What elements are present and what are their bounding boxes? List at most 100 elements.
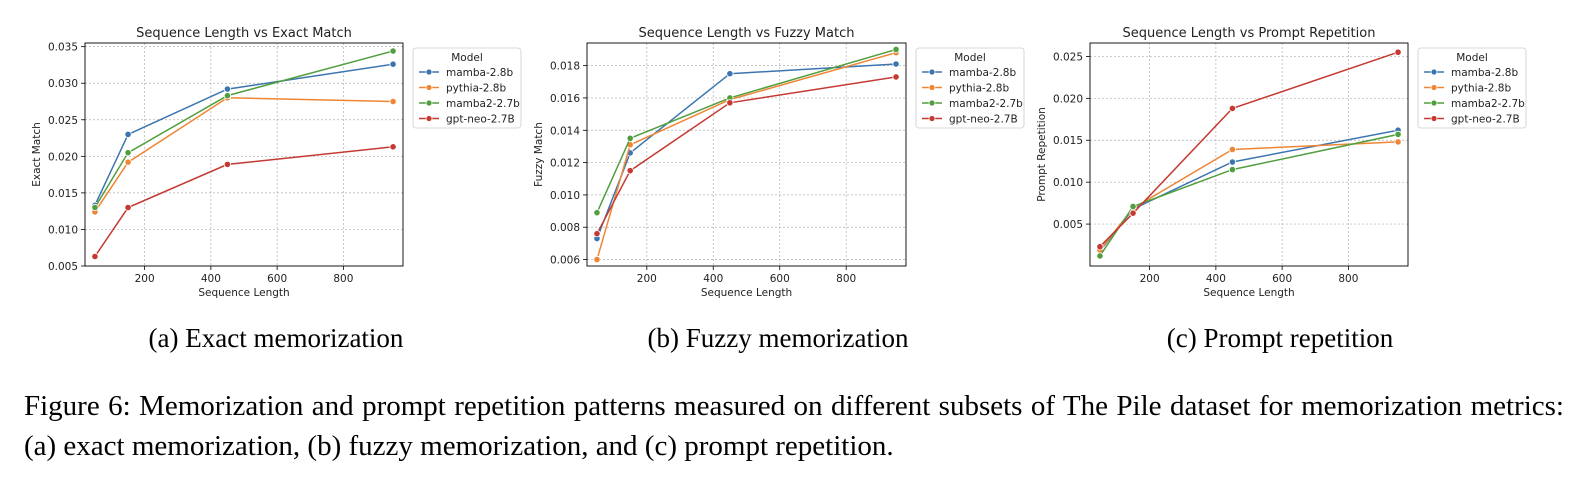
data-point: [124, 149, 132, 157]
legend-swatch-marker: [928, 115, 936, 122]
y-tick-label: 0.015: [48, 188, 78, 200]
data-point: [124, 130, 132, 138]
chart-title: Sequence Length vs Exact Match: [136, 26, 352, 41]
data-point: [91, 203, 99, 212]
subfigure-caption: (b) Fuzzy memorization: [648, 323, 909, 353]
legend-swatch-marker: [928, 68, 936, 76]
legend: Model mamba-2.8b pythia-2.8b mamba2-2.7b gpt…: [1417, 47, 1527, 129]
data-point: [389, 143, 397, 151]
legend-swatch-marker: [1430, 84, 1438, 91]
x-tick-label: 200: [1140, 273, 1160, 285]
subfigure-caption: (a) Exact memorization: [149, 323, 404, 353]
x-tick-label: 800: [1338, 273, 1358, 285]
y-tick-label: 0.025: [48, 115, 78, 127]
y-tick-label: 0.012: [550, 158, 580, 170]
y-tick-label: 0.006: [550, 255, 580, 267]
y-tick-label: 0.035: [48, 42, 78, 54]
y-axis-label: Fuzzy Match: [533, 122, 545, 187]
data-point: [593, 209, 601, 217]
data-point: [1228, 158, 1237, 166]
gridlines: [85, 43, 403, 267]
y-tick-label: 0.014: [550, 125, 580, 137]
legend-entry-label: mamba-2.8b: [446, 67, 513, 79]
data-point: [223, 85, 232, 93]
subfigure-caption: (c) Prompt repetition: [1167, 323, 1394, 353]
y-tick-label: 0.025: [1053, 51, 1083, 63]
data-point: [593, 230, 601, 238]
legend-entry-label: mamba2-2.7b: [446, 98, 520, 110]
legend-box: [915, 47, 1025, 129]
series-pythia-2.8b: [1096, 138, 1402, 254]
plot-frame: [1089, 42, 1409, 267]
data-point: [223, 92, 232, 100]
chart-panel-1: 200 400 600 800 0.005 0.010 0.015 0.020 0.025 0.0…: [31, 26, 522, 353]
legend-entry-label: gpt-neo-2.7B: [446, 114, 515, 126]
x-tick-label: 200: [135, 273, 155, 285]
legend-swatch-marker: [928, 99, 936, 107]
y-tick-label: 0.015: [1053, 135, 1083, 147]
series-line: [1099, 133, 1399, 257]
legend-entry-label: mamba-2.8b: [1451, 67, 1518, 79]
data-point: [389, 97, 397, 106]
data-point: [1096, 243, 1104, 251]
legend-entry-label: mamba2-2.7b: [1451, 98, 1525, 110]
series-mamba-2.8b: [593, 60, 900, 243]
figure-caption: Figure 6: Memorization and prompt repeti…: [24, 390, 1564, 462]
y-tick-label: 0.005: [1053, 219, 1083, 231]
y-tick-label: 0.010: [48, 224, 78, 236]
data-point: [389, 60, 397, 68]
x-axis-label: Sequence Length: [1203, 287, 1294, 299]
legend-entry-label: pythia-2.8b: [446, 83, 506, 95]
y-tick-label: 0.020: [1053, 93, 1083, 105]
data-point: [1394, 48, 1402, 56]
series-pythia-2.8b: [91, 94, 397, 216]
data-point: [124, 203, 132, 212]
y-tick-label: 0.020: [48, 151, 78, 163]
gridlines: [587, 43, 906, 266]
x-tick-label: 800: [333, 273, 353, 285]
data-point: [1129, 209, 1137, 217]
y-tick-label: 0.010: [1053, 177, 1083, 189]
data-point: [1228, 145, 1237, 154]
series-gpt-neo-2.7B: [1096, 48, 1402, 251]
legend-entry-label: pythia-2.8b: [949, 83, 1009, 95]
series-mamba2-2.7b: [91, 47, 397, 212]
legend-swatch-marker: [928, 84, 936, 91]
data-point: [223, 160, 232, 168]
y-tick-label: 0.005: [48, 261, 78, 273]
x-tick-label: 400: [703, 273, 723, 285]
legend-title: Model: [1456, 52, 1488, 64]
x-tick-label: 400: [201, 273, 221, 285]
legend-entry-label: mamba-2.8b: [949, 67, 1016, 79]
y-tick-label: 0.016: [550, 93, 580, 105]
plot-frame: [586, 42, 907, 267]
series-line: [94, 50, 394, 208]
legend-swatch-marker: [425, 99, 433, 107]
plot-frame: [84, 42, 404, 267]
y-tick-label: 0.018: [550, 61, 580, 73]
legend-title: Model: [954, 52, 986, 64]
x-tick-label: 800: [836, 273, 856, 285]
legend-swatch-marker: [425, 68, 433, 76]
chart-title: Sequence Length vs Fuzzy Match: [639, 26, 855, 41]
y-tick-label: 0.010: [550, 190, 580, 202]
data-point: [389, 47, 397, 55]
data-point: [892, 73, 900, 81]
series-pythia-2.8b: [593, 49, 900, 264]
data-point: [1394, 130, 1402, 138]
series-mamba2-2.7b: [1096, 130, 1402, 260]
legend-entry-label: gpt-neo-2.7B: [949, 114, 1018, 126]
legend-title: Model: [451, 52, 483, 64]
data-point: [892, 60, 900, 68]
data-point: [593, 255, 601, 264]
x-tick-label: 200: [637, 273, 657, 285]
y-tick-label: 0.008: [550, 222, 580, 234]
x-axis-label: Sequence Length: [198, 287, 289, 299]
legend-swatch-marker: [1430, 115, 1438, 122]
legend: Model mamba-2.8b pythia-2.8b mamba2-2.7b gpt…: [915, 47, 1025, 129]
legend-entry-label: gpt-neo-2.7B: [1451, 114, 1520, 126]
series-mamba-2.8b: [1096, 126, 1402, 255]
legend: Model mamba-2.8b pythia-2.8b mamba2-2.7b gpt…: [412, 47, 522, 129]
y-axis-label: Exact Match: [31, 122, 43, 187]
